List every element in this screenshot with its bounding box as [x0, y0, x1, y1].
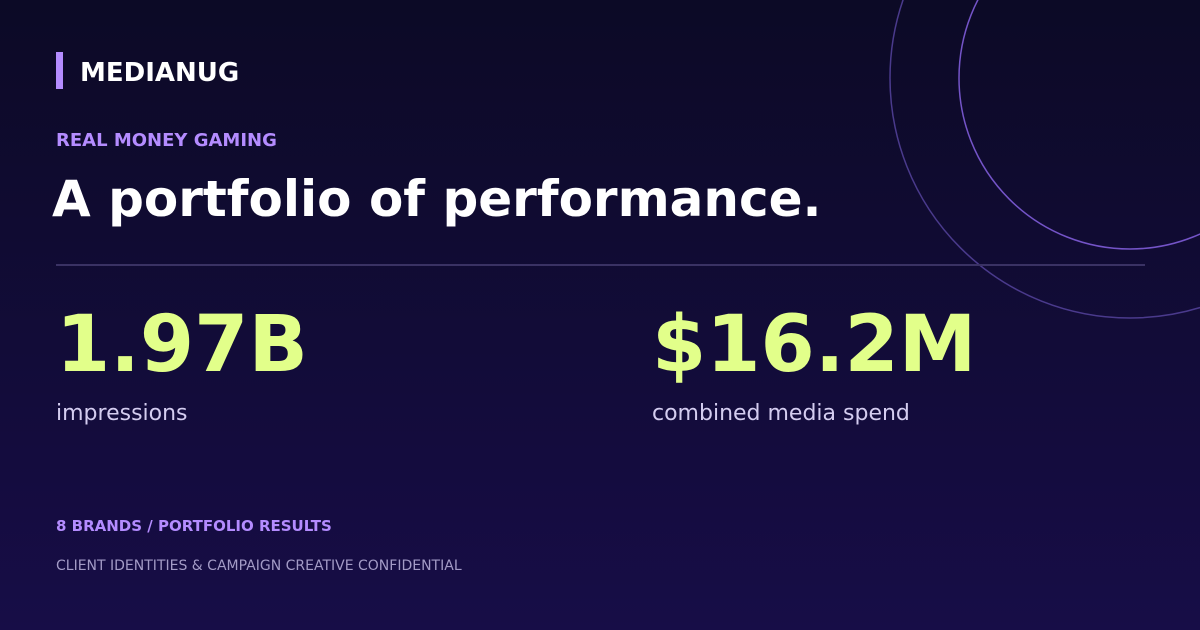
eyebrow: REAL MONEY GAMING — [56, 130, 277, 151]
footer-summary: 8 BRANDS / PORTFOLIO RESULTS — [56, 517, 332, 535]
brand-bar — [56, 52, 63, 89]
divider — [56, 264, 1145, 266]
brand: MEDIANUG — [80, 58, 240, 88]
stat-label: combined media spend — [652, 401, 910, 426]
stat-label: impressions — [56, 401, 188, 426]
stat-value: $16.2M — [652, 300, 977, 390]
headline: A portfolio of performance. — [52, 170, 822, 228]
footer-note: CLIENT IDENTITIES & CAMPAIGN CREATIVE CO… — [56, 558, 462, 574]
stat-value: 1.97B — [56, 300, 308, 390]
